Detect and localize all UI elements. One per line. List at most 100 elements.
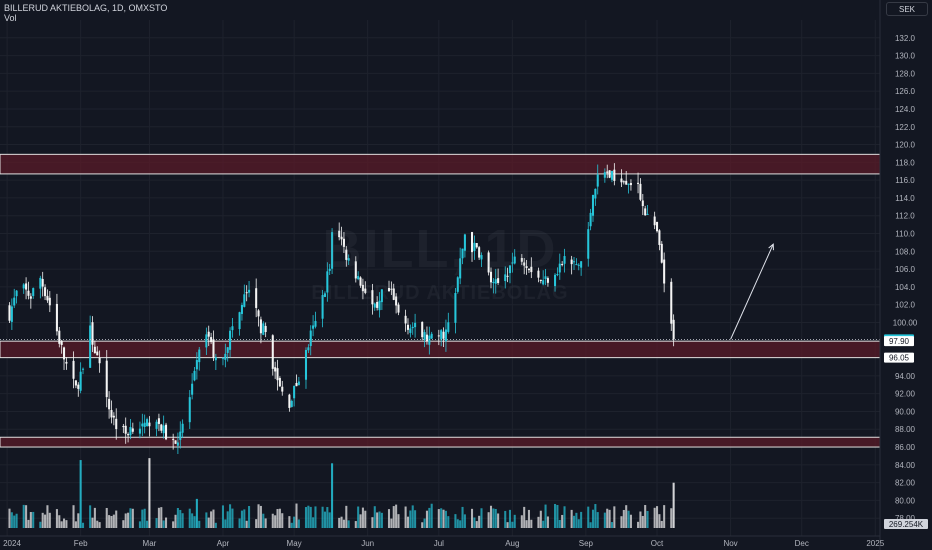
volume-bar [340,516,343,528]
volume-bar [10,512,13,528]
candle-body [387,288,391,292]
y-tick-label: 124.0 [895,105,916,114]
volume-bar [492,508,495,528]
volume-bar [376,512,379,528]
volume-bar [544,504,547,528]
candle-body [461,248,464,259]
candle-body [577,264,580,266]
candle-body [323,293,326,297]
candle-body [205,334,208,348]
candle-body [25,283,28,290]
x-tick-label: Oct [651,539,664,548]
price-zone [0,153,881,175]
volume-bar [304,507,308,528]
y-tick-label: 100.00 [893,318,918,327]
candle-body [13,297,16,306]
volume-bar [610,522,613,528]
volume-bar [456,519,459,528]
candle-body [124,425,127,434]
volume-bar [558,519,561,528]
candle-body [440,330,443,340]
candle-body [378,300,381,311]
candle-body [406,324,410,330]
volume-bar [656,506,659,528]
volume-bar [162,520,165,528]
candle-body [89,325,92,368]
volume-bar [570,509,573,528]
volume-bar [207,517,210,528]
volume-bar [32,511,35,528]
volume-bar [440,508,443,528]
candle-body [454,292,457,323]
y-tick-label: 132.0 [895,34,916,43]
candle-body [556,274,559,276]
volume-bar [475,521,478,528]
y-tick-label: 104.0 [895,283,916,292]
candle-body [278,378,281,387]
volume-bar [470,508,474,528]
candle-body [264,325,267,333]
symbol-title[interactable]: BILLERUD AKTIEBOLAG, 1D, OMXSTO [4,3,168,13]
volume-bar [504,510,507,528]
candle-body [309,330,312,347]
candle-body [361,284,364,292]
volume-bar [288,516,291,528]
volume-bar [13,515,16,528]
x-tick-label: Jun [361,539,374,548]
volume-bar [312,517,315,528]
candle-body [411,326,414,329]
volume-bar [478,515,481,528]
candle-body [143,422,146,427]
volume-indicator-label[interactable]: Vol [4,13,17,23]
volume-bar [546,516,549,528]
candle-body [262,323,265,335]
volume-bar [572,515,576,528]
candle-body [27,290,30,296]
volume-bar [323,511,326,528]
volume-bar [124,513,127,528]
candle-body [248,289,251,293]
candle-body [380,289,383,303]
volume-bar [520,515,523,528]
x-tick-label: 2025 [866,539,884,548]
volume-bar [613,506,616,528]
volume-bar [622,509,625,528]
volume-bar [653,507,656,528]
volume-bar [489,505,493,528]
candle-body [243,294,246,307]
volume-bar [430,503,433,528]
candle-body [354,261,357,279]
candle-body [489,271,493,283]
candle-body [641,200,644,207]
candle-body [10,306,13,322]
volume-bar [437,509,440,528]
volume-bar [421,522,424,528]
volume-bar [127,512,130,528]
volume-bar [297,519,300,528]
volume-bar [423,518,426,528]
volume-bar [55,509,58,528]
candle-body [558,263,561,273]
currency-selector[interactable]: SEK [886,2,928,16]
candle-body [575,264,578,266]
candle-body [131,428,134,432]
candle-body [191,383,194,395]
volume-bar [371,517,374,528]
volume-bar [530,519,533,528]
volume-bar [414,510,417,528]
volume-bar [373,506,376,528]
candle-body [561,264,564,266]
candle-body [165,424,168,440]
candle-body [409,328,412,333]
candle-body [570,259,573,265]
y-tick-label: 110.0 [895,230,915,239]
candle-body [160,424,163,431]
candle-body [359,277,362,286]
x-tick-label: May [287,539,302,548]
candle-body [29,296,32,299]
candle-body [224,353,227,360]
candle-body [587,229,590,259]
volume-bar [240,510,243,528]
volume-bar [314,506,317,528]
